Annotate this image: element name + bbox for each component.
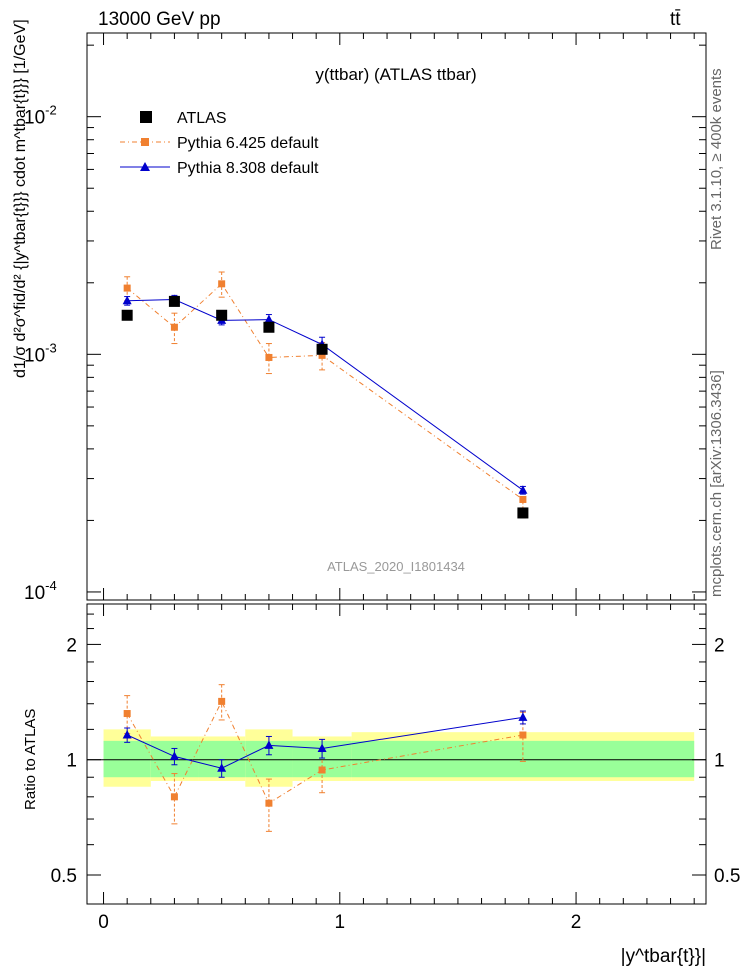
ratio-y-tick-label-right: 1 xyxy=(714,751,725,772)
ratio-y-tick-label: 0.5 xyxy=(51,866,77,887)
data-point-atlas xyxy=(316,343,328,355)
legend-label: ATLAS xyxy=(177,110,227,127)
process-label: tt̄ xyxy=(670,9,681,30)
x-axis-label: |y^tbar{t}}| xyxy=(621,946,706,967)
y-tick-label: 10-3 xyxy=(24,340,57,366)
ratio-y-tick-label: 1 xyxy=(66,751,77,772)
y-tick-label: 10-4 xyxy=(24,578,57,604)
data-point-pythia6 xyxy=(218,697,226,705)
data-point-pythia6 xyxy=(123,284,131,292)
legend-marker-pythia8 xyxy=(140,162,150,171)
x-tick-label: 0 xyxy=(98,912,109,933)
chart-title: y(ttbar) (ATLAS ttbar) xyxy=(315,65,476,84)
axis-labels: 10-4 10-3 10-2 0.5 0.5 1 1 2 2 0 1 2 |y^tbar{t}}| y(t… xyxy=(24,65,740,967)
data-point-atlas xyxy=(263,321,275,333)
data-point-pythia6 xyxy=(318,351,326,359)
data-point-pythia6 xyxy=(318,766,326,774)
data-point-pythia8 xyxy=(217,763,227,772)
x-tick-label: 1 xyxy=(335,912,346,933)
legend-marker-pythia6 xyxy=(141,138,149,146)
data-point-pythia6 xyxy=(123,710,131,718)
y-tick-label: 10-2 xyxy=(24,103,57,129)
data-point-pythia8 xyxy=(317,743,327,752)
data-point-atlas xyxy=(216,309,228,321)
data-point-pythia8 xyxy=(518,485,528,494)
data-marks xyxy=(121,271,529,832)
data-point-pythia6 xyxy=(265,353,273,361)
y-tick-label-exponent: -3 xyxy=(45,340,57,355)
axes xyxy=(86,32,707,905)
x-tick-label: 2 xyxy=(571,912,582,933)
legend-marker-atlas xyxy=(140,111,152,123)
data-point-pythia6 xyxy=(519,731,527,739)
data-point-pythia6 xyxy=(519,495,527,503)
main-plot-frame xyxy=(86,32,707,601)
data-point-atlas xyxy=(168,295,180,307)
data-point-pythia6 xyxy=(170,323,178,331)
data-point-pythia8 xyxy=(264,740,274,749)
ratio-y-tick-label: 2 xyxy=(66,635,77,656)
data-point-pythia8 xyxy=(122,730,132,739)
analysis-watermark: ATLAS_2020_I1801434 xyxy=(327,559,465,574)
data-point-pythia6 xyxy=(170,793,178,801)
y-tick-label-exponent: -4 xyxy=(45,578,57,593)
ratio-band-inner xyxy=(103,740,151,778)
ratio-plot-frame xyxy=(86,603,707,905)
data-point-pythia6 xyxy=(265,799,273,807)
data-point-atlas xyxy=(121,309,133,321)
data-point-pythia6 xyxy=(218,280,226,288)
data-point-pythia8 xyxy=(518,712,528,721)
series-line xyxy=(127,299,524,491)
ratio-y-tick-label-right: 2 xyxy=(714,635,725,656)
data-point-pythia8 xyxy=(169,751,179,760)
series-line xyxy=(126,716,523,769)
data-point-pythia8 xyxy=(264,314,274,324)
y-tick-label-exponent: -2 xyxy=(45,103,57,118)
legend-label: Pythia 8.308 default xyxy=(177,160,319,177)
data-point-atlas xyxy=(517,507,529,519)
series-line xyxy=(126,283,524,500)
ratio-y-tick-label-right: 0.5 xyxy=(714,866,740,887)
energy-label: 13000 GeV pp xyxy=(98,9,221,30)
data-point-pythia8 xyxy=(122,295,132,305)
series-line xyxy=(126,700,523,804)
legend-label: Pythia 6.425 default xyxy=(177,135,319,152)
